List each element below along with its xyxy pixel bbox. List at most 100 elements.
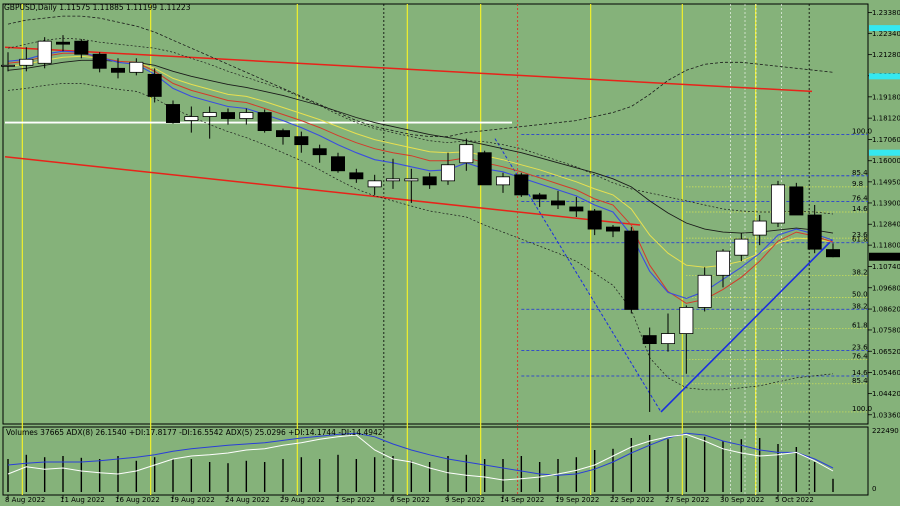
moving-average-blue: [7, 50, 834, 299]
fib-level-yellow-label: 61.8: [852, 322, 868, 330]
fib-level-blue-label: 100.0: [852, 128, 872, 136]
bollinger-upper: [7, 37, 834, 215]
bearish-candle: [165, 104, 180, 123]
date-tick-label: 14 Sep 2022: [500, 496, 544, 504]
fib-level-yellow-label: 85.4: [852, 377, 868, 385]
price-tick-label: 1.08620: [872, 306, 900, 314]
bullish-candle: [367, 180, 382, 188]
fib-level-yellow-label: 76.4: [852, 353, 868, 361]
bullish-candle: [385, 178, 400, 182]
price-tick-label: 1.22340: [872, 30, 900, 38]
price-tick-label: 1.14950: [872, 178, 900, 186]
cyan-price-marker: [869, 149, 900, 156]
bearish-candle: [807, 214, 822, 250]
bearish-candle: [477, 152, 492, 186]
bearish-candle: [294, 136, 309, 146]
bearish-candle: [312, 148, 327, 156]
bearish-candle: [74, 40, 89, 55]
bearish-candle: [220, 112, 235, 119]
bullish-candle: [19, 58, 34, 66]
bearish-candle: [789, 186, 804, 216]
price-tick-label: 1.17060: [872, 136, 900, 144]
adx-line-white: [7, 433, 834, 481]
price-tick-label: 1.11800: [872, 242, 900, 250]
bearish-candle: [826, 249, 841, 258]
bullish-candle: [459, 144, 474, 164]
bullish-candle: [734, 238, 749, 256]
date-tick-label: 29 Aug 2022: [280, 496, 325, 504]
bullish-candle: [752, 220, 767, 236]
bearish-candle: [349, 172, 364, 180]
bullish-candle: [239, 112, 254, 119]
price-tick-label: 1.23380: [872, 9, 900, 17]
fib-level-blue-label: 38.2: [852, 302, 868, 310]
fib-level-yellow-label: 38.2: [852, 268, 868, 276]
date-tick-label: 16 Aug 2022: [115, 496, 160, 504]
bullish-candle: [37, 40, 52, 64]
cyan-price-marker: [869, 25, 900, 32]
price-pane-frame: [2, 3, 869, 425]
bearish-candle: [587, 210, 602, 230]
lower-trend-line: [4, 155, 641, 226]
fib-level-yellow-label: 23.6: [852, 231, 868, 239]
bearish-candle: [275, 130, 290, 138]
price-tick-label: 1.06520: [872, 348, 900, 356]
price-tick-label: 1.16000: [872, 157, 900, 165]
bearish-candle: [92, 53, 107, 69]
date-tick-label: 30 Sep 2022: [720, 496, 764, 504]
price-tick-label: 1.19180: [872, 93, 900, 101]
date-tick-label: 24 Aug 2022: [225, 496, 270, 504]
bullish-candle: [716, 250, 731, 276]
grid: [2, 3, 869, 496]
current-price-label: 1.11223: [872, 253, 900, 261]
bearish-candle: [257, 112, 272, 132]
bullish-candle: [0, 64, 15, 67]
bearish-candle: [606, 226, 621, 232]
fib-level-yellow-label: 14.6: [852, 205, 868, 213]
date-tick-label: 19 Sep 2022: [555, 496, 599, 504]
fib-level-blue-label: 23.6: [852, 344, 868, 352]
price-tick-label: 1.18120: [872, 115, 900, 123]
bearish-candle: [111, 67, 126, 73]
date-tick-label: 9 Sep 2022: [445, 496, 485, 504]
moving-averages: [7, 15, 834, 391]
fib-level-blue-label: 61.8: [852, 236, 868, 244]
price-tick-label: 1.05460: [872, 369, 900, 377]
vertical-markers: [21, 4, 810, 495]
bullish-candle: [404, 178, 419, 182]
bearish-candle: [56, 41, 71, 45]
fib-level-yellow-label: 50.0: [852, 290, 868, 298]
bearish-candle: [642, 335, 657, 345]
fib-level-yellow-label: 100.0: [852, 405, 872, 413]
fib-level-blue-label: 76.4: [852, 194, 868, 202]
volume-axis-zero-label: 0: [872, 485, 876, 493]
adx-line-blue: [7, 432, 834, 476]
bearish-candle: [569, 206, 584, 212]
bullish-candle: [202, 112, 217, 117]
bearish-candle: [514, 174, 529, 196]
bearish-candle: [624, 230, 639, 310]
date-tick-label: 11 Aug 2022: [60, 496, 105, 504]
date-tick-label: 27 Sep 2022: [665, 496, 709, 504]
price-tick-label: 1.13900: [872, 199, 900, 207]
bullish-candle: [697, 274, 712, 308]
bullish-candle: [440, 164, 455, 182]
moving-average-red: [7, 52, 834, 304]
price-tick-label: 1.10740: [872, 263, 900, 271]
bearish-candle: [330, 156, 345, 172]
price-tick-label: 1.03360: [872, 411, 900, 419]
bullish-candle: [661, 333, 676, 345]
envelope-upper: [7, 15, 834, 138]
date-tick-label: 8 Aug 2022: [5, 496, 45, 504]
candlesticks: [0, 35, 841, 412]
date-axis: 8 Aug 2022 11 Aug 2022 16 Aug 2022 19 Aug 2…: [5, 495, 814, 504]
fib-level-blue-label: 14.6: [852, 369, 868, 377]
fibonacci-levels: 100.0 85.4 76.4 61.8 38.2 23.6 14.6 9.8 14.6 23.6…: [521, 128, 872, 413]
price-tick-label: 1.21280: [872, 51, 900, 59]
fib-anchor-line: [494, 138, 662, 413]
date-tick-label: 1 Sep 2022: [335, 496, 375, 504]
price-tick-label: 1.09680: [872, 284, 900, 292]
bullish-candle: [679, 307, 694, 334]
bullish-candle: [184, 116, 199, 121]
moving-average-black: [7, 59, 834, 234]
